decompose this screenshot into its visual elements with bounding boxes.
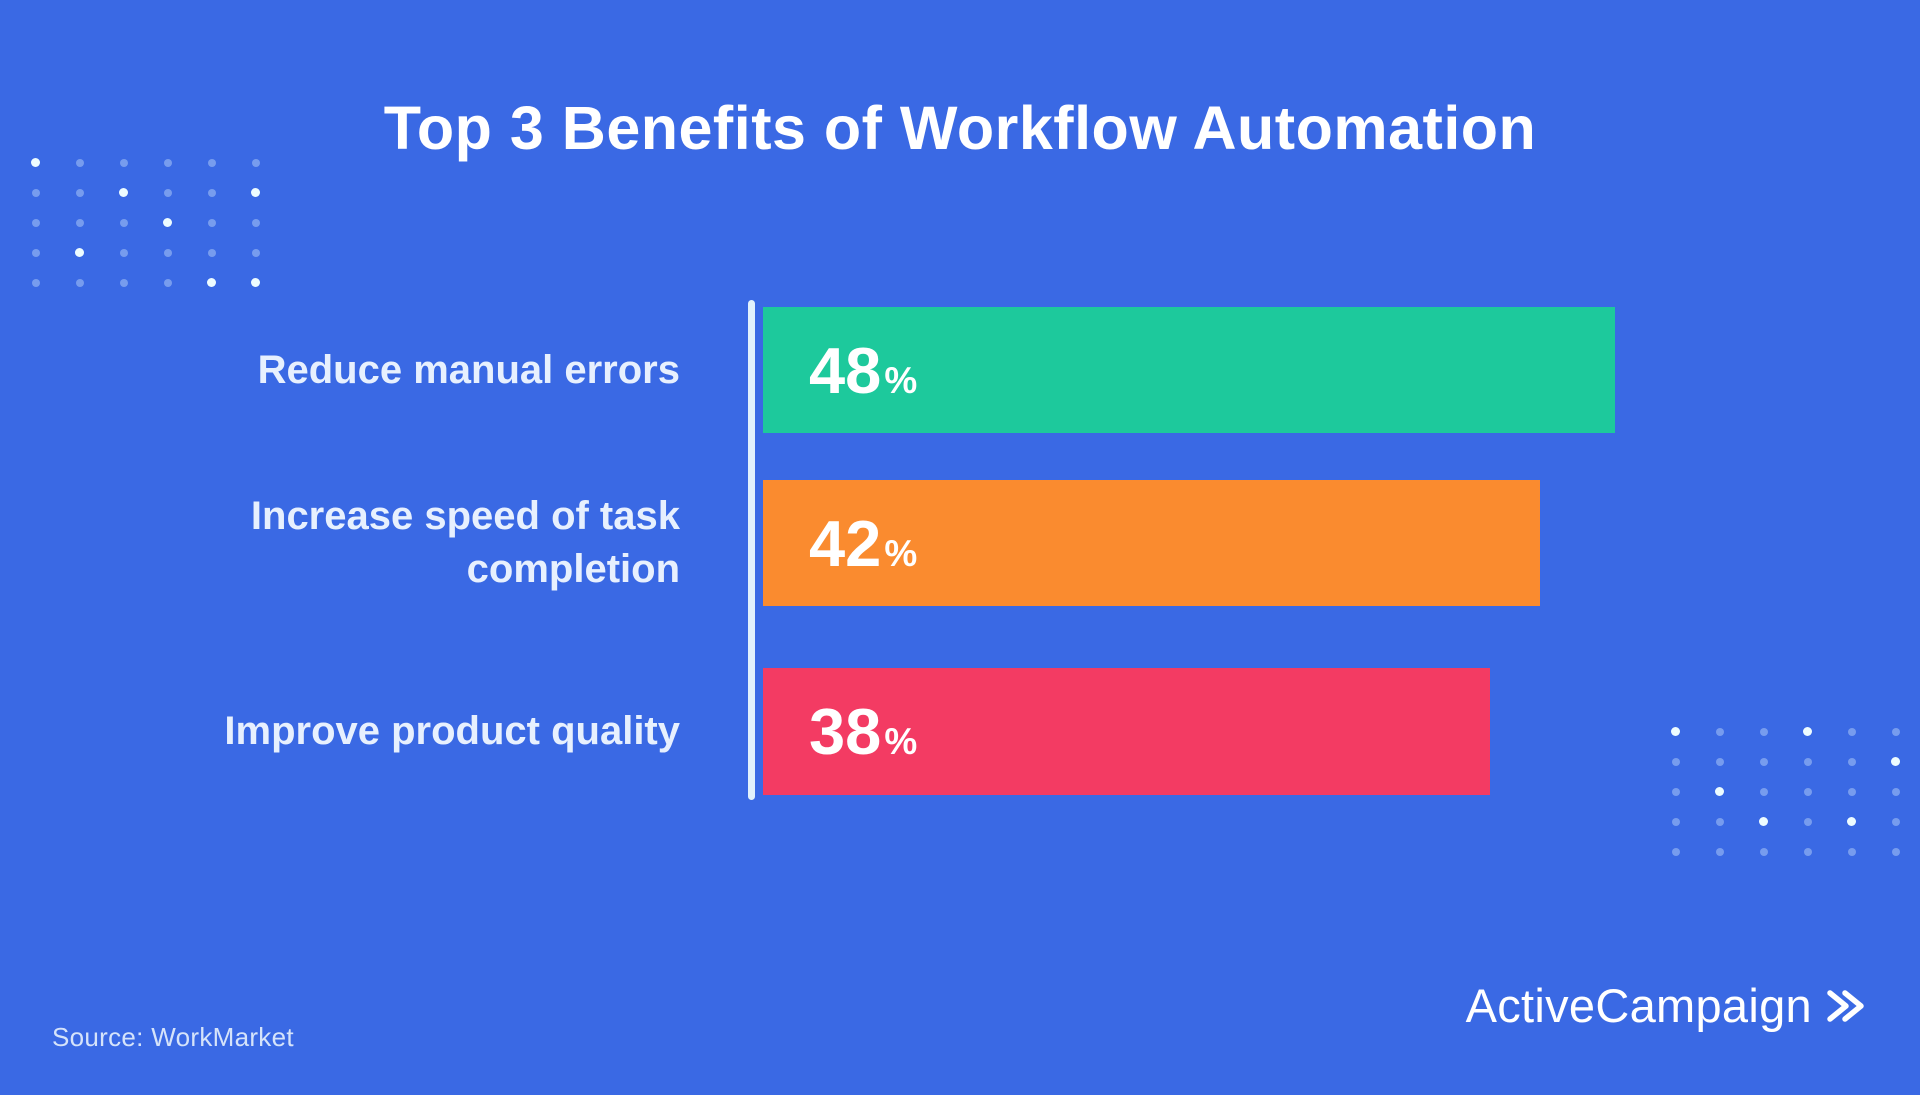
decor-dot xyxy=(1716,818,1724,826)
bar-row: Increase speed of task completion 42% xyxy=(0,480,1920,606)
decor-dot xyxy=(32,189,40,197)
decor-dot xyxy=(252,159,260,167)
decor-dot xyxy=(1804,788,1812,796)
double-chevron-right-icon xyxy=(1827,989,1864,1022)
decor-dot xyxy=(119,188,128,197)
bar-reduce-manual-errors: 48% xyxy=(763,307,1615,433)
bar-label-increase-speed: Increase speed of task completion xyxy=(250,494,680,591)
decor-dot xyxy=(76,159,84,167)
decor-dot xyxy=(76,279,84,287)
decor-dot xyxy=(1716,728,1724,736)
decor-dot xyxy=(120,219,128,227)
decor-dot xyxy=(1891,757,1900,766)
decor-dot xyxy=(1848,758,1856,766)
decor-dot xyxy=(208,159,216,167)
brand-name: ActiveCampaign xyxy=(1465,979,1812,1032)
decor-dot xyxy=(1760,788,1768,796)
decor-dot xyxy=(1848,848,1856,856)
bar-label-reduce-manual-errors: Reduce manual errors xyxy=(257,347,680,392)
decor-dot xyxy=(1804,848,1812,856)
decor-dot xyxy=(251,278,260,287)
decor-dot xyxy=(120,249,128,257)
source-text: Source: WorkMarket xyxy=(52,1022,294,1052)
decor-dot xyxy=(251,188,260,197)
decor-dot xyxy=(1847,817,1856,826)
decor-dot xyxy=(164,249,172,257)
decor-dot xyxy=(1715,787,1724,796)
decor-dot xyxy=(1804,818,1812,826)
decor-dot xyxy=(32,219,40,227)
decor-dot xyxy=(1892,788,1900,796)
decor-dot xyxy=(1672,758,1680,766)
bar-value-number: 48 xyxy=(809,333,882,407)
decor-dot xyxy=(32,279,40,287)
decor-dot xyxy=(1672,788,1680,796)
percent-sign: % xyxy=(884,359,918,401)
bar-value-label: 48% xyxy=(763,333,917,408)
decor-dot xyxy=(1672,848,1680,856)
decor-dot xyxy=(32,249,40,257)
decor-dot xyxy=(207,278,216,287)
decor-dot xyxy=(1716,848,1724,856)
decor-dot xyxy=(120,159,128,167)
decor-dot xyxy=(1759,817,1768,826)
decor-dot xyxy=(163,218,172,227)
bar-value-label: 42% xyxy=(763,506,917,581)
bar-value-number: 42 xyxy=(809,506,882,580)
decor-dot xyxy=(31,158,40,167)
decor-dot xyxy=(1671,727,1680,736)
decor-dot xyxy=(1892,728,1900,736)
bar-increase-speed: 42% xyxy=(763,480,1540,606)
decor-dot xyxy=(164,279,172,287)
decor-dot xyxy=(76,219,84,227)
bar-row: Improve product quality 38% xyxy=(0,668,1920,795)
decor-dot xyxy=(1760,848,1768,856)
decor-dot xyxy=(252,219,260,227)
bar-label-improve-quality: Improve product quality xyxy=(224,709,680,754)
decor-dot xyxy=(1848,728,1856,736)
decor-dot xyxy=(208,249,216,257)
decor-dot xyxy=(252,249,260,257)
decor-dot xyxy=(164,159,172,167)
decor-dot xyxy=(164,189,172,197)
bar-value-label: 38% xyxy=(763,694,917,769)
chart-axis-line xyxy=(748,300,755,800)
decor-dot xyxy=(76,189,84,197)
bar-value-number: 38 xyxy=(809,695,882,768)
decor-dot xyxy=(120,279,128,287)
decor-dot xyxy=(1672,818,1680,826)
decor-dot xyxy=(208,189,216,197)
decor-dot xyxy=(1804,758,1812,766)
decor-dot xyxy=(1760,728,1768,736)
decor-dot xyxy=(1803,727,1812,736)
decor-dot xyxy=(1892,848,1900,856)
bar-improve-quality: 38% xyxy=(763,668,1490,795)
activecampaign-logo: ActiveCampaign xyxy=(1466,978,1868,1033)
bar-row: Reduce manual errors 48% xyxy=(0,307,1920,433)
decor-dot xyxy=(1892,818,1900,826)
decor-dot xyxy=(1716,758,1724,766)
decor-dot xyxy=(1760,758,1768,766)
percent-sign: % xyxy=(884,721,918,762)
percent-sign: % xyxy=(884,532,918,574)
decor-dot xyxy=(208,219,216,227)
decor-dot xyxy=(1848,788,1856,796)
chart-title: Top 3 Benefits of Workflow Automation xyxy=(383,94,1537,162)
decor-dot xyxy=(75,248,84,257)
